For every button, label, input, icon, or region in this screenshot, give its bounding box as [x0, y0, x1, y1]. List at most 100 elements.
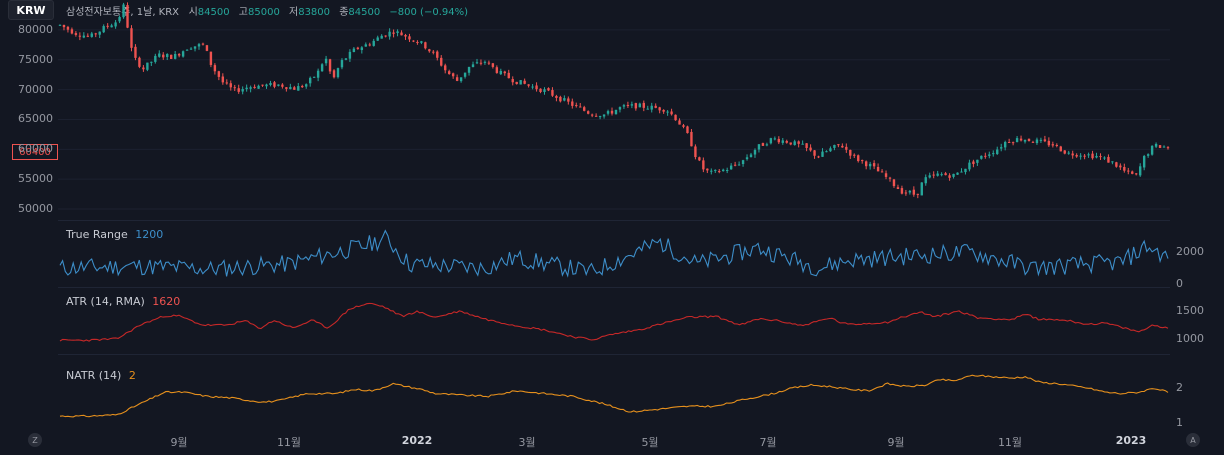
candle-body — [1139, 166, 1142, 176]
candle-body — [1123, 166, 1126, 171]
candle-body — [281, 84, 284, 87]
price-ytick: 50000 — [18, 202, 53, 216]
candle-body — [527, 84, 530, 86]
candle-body — [467, 66, 471, 73]
candle-body — [622, 105, 626, 107]
natr-value: 2 — [128, 369, 136, 382]
candle-body — [1127, 170, 1130, 172]
candle-body — [996, 149, 999, 155]
candle-body — [150, 61, 153, 63]
candle-body — [594, 115, 598, 117]
candle-body — [265, 84, 268, 87]
candle-body — [801, 143, 804, 145]
time-tick: 2023 — [1115, 434, 1147, 447]
candle-body — [78, 35, 82, 37]
candle-body — [837, 144, 840, 146]
candlestick-chart[interactable] — [0, 0, 1224, 220]
candle-body — [110, 25, 113, 28]
candle-body — [376, 37, 379, 41]
candle-body — [956, 172, 959, 175]
candle-body — [106, 25, 109, 27]
candle-body — [162, 54, 165, 58]
candle-body — [1019, 138, 1023, 141]
candle-body — [511, 79, 514, 83]
candle-body — [872, 163, 876, 167]
candle-body — [741, 160, 745, 165]
candle-body — [797, 141, 800, 144]
candle-body — [924, 177, 927, 184]
candle-body — [1007, 141, 1011, 143]
close-value: 84500 — [348, 7, 381, 18]
candle-body — [920, 182, 923, 196]
candle-body — [475, 62, 479, 64]
candle-body — [344, 58, 348, 60]
candle-body — [285, 87, 288, 89]
candle-body — [630, 104, 634, 106]
candle-body — [1099, 156, 1102, 158]
candle-body — [193, 46, 197, 49]
pane-divider[interactable] — [58, 287, 1170, 288]
pane-divider[interactable] — [58, 220, 1170, 221]
candle-body — [722, 169, 725, 172]
candle-body — [884, 173, 888, 177]
pane-divider[interactable] — [58, 354, 1170, 355]
candle-body — [424, 42, 427, 49]
atr-label: ATR (14, RMA) — [66, 295, 145, 308]
candle-body — [444, 65, 447, 71]
candle-body — [610, 110, 614, 114]
candle-body — [968, 162, 971, 170]
change-value: −800 (−0.94%) — [389, 7, 468, 18]
candle-body — [916, 193, 920, 195]
candle-body — [936, 173, 939, 176]
zoom-reset-button[interactable]: Z — [28, 433, 42, 447]
candle-body — [614, 109, 618, 115]
candle-body — [352, 48, 356, 52]
candle-body — [324, 58, 328, 64]
time-axis[interactable]: 9월 11월 2022 3월 5월 7월 9월 11월 2023 — [0, 428, 1224, 455]
candle-body — [733, 164, 737, 166]
candle-body — [305, 84, 308, 87]
candle-body — [102, 26, 105, 33]
candle-body — [420, 41, 423, 43]
candle-body — [789, 142, 792, 145]
candle-body — [769, 138, 773, 144]
time-tick: 11월 — [997, 436, 1023, 449]
candle-body — [118, 17, 121, 22]
candle-body — [1131, 171, 1134, 174]
candle-body — [841, 145, 844, 148]
candle-body — [638, 103, 642, 108]
candle-body — [849, 149, 852, 156]
candle-body — [972, 161, 975, 165]
candle-body — [372, 40, 375, 46]
natr-pane[interactable]: NATR (14) 2 2 1 — [0, 356, 1224, 429]
candle-body — [749, 154, 753, 157]
candle-body — [590, 114, 594, 116]
candle-body — [547, 88, 550, 91]
atr-legend: ATR (14, RMA) 1620 — [66, 295, 180, 308]
true-range-pane[interactable]: True Range 1200 2000 0 — [0, 222, 1224, 290]
candle-body — [336, 68, 340, 78]
natr-ytick-low: 1 — [1176, 416, 1183, 429]
price-pane[interactable]: KRW 삼성전자보통주, 1날, KRX 시84500 고85000 저8380… — [0, 0, 1224, 220]
price-ytick: 65000 — [18, 112, 53, 126]
candle-body — [642, 102, 645, 108]
candle-body — [380, 35, 383, 39]
candle-body — [86, 35, 89, 37]
atr-ytick-low: 1000 — [1176, 332, 1204, 345]
candle-body — [463, 72, 467, 77]
last-price-tag: 60400 — [12, 144, 58, 160]
candle-body — [745, 157, 749, 160]
candle-body — [948, 175, 951, 178]
candle-body — [237, 88, 240, 92]
currency-badge[interactable]: KRW — [8, 0, 54, 20]
candle-body — [428, 49, 431, 52]
atr-pane[interactable]: ATR (14, RMA) 1620 1500 1000 — [0, 289, 1224, 353]
true-range-legend: True Range 1200 — [66, 228, 163, 241]
candle-body — [447, 71, 451, 74]
indicator-line — [59, 229, 1169, 278]
candle-body — [58, 24, 62, 26]
low-value: 83800 — [298, 7, 331, 18]
candle-body — [416, 41, 419, 43]
candle-body — [900, 188, 904, 194]
auto-scale-button[interactable]: A — [1186, 433, 1200, 447]
